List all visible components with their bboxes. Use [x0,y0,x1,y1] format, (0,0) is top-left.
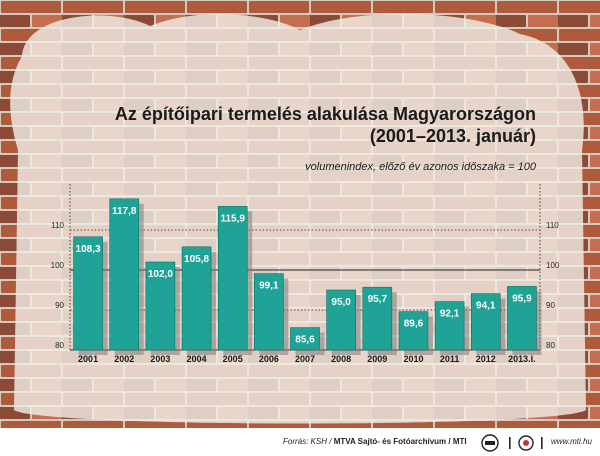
y-axis-left: 80 90 100 110 [51,221,65,350]
value-label-2010: 89,6 [404,319,424,330]
bar-2012 [470,293,501,351]
bar-2002 [109,198,140,351]
x-tick-2006: 2006 [259,354,279,364]
x-tick-2003: 2003 [150,354,170,364]
mtva-logo-icon [481,434,499,452]
y-tick-right-90: 90 [546,301,555,310]
x-tick-2002: 2002 [114,354,134,364]
bar-2007 [290,327,320,351]
x-tick-2005: 2005 [223,354,243,364]
bar-2009 [362,286,393,351]
value-label-2006: 99,1 [259,281,279,292]
x-tick-2001: 2001 [78,354,98,364]
chart-subtitle: volumenindex, előző év azonos időszaka =… [305,161,537,173]
mti-logo-icon [509,435,543,451]
bar-2008 [326,289,356,351]
source-text: Forrás: KSH / MTVA Sajtó- és Fotóarchívu… [283,437,467,446]
y-tick-right-110: 110 [546,221,559,230]
value-label-2003: 102,0 [148,269,173,280]
value-label-2005: 115,9 [220,213,245,224]
y-tick-left-90: 90 [55,301,64,310]
bar-2010 [398,311,429,351]
value-label-2008: 95,0 [331,297,351,308]
source-bold: MTVA Sajtó- és Fotóarchívum / MTI [333,437,467,446]
footer: Forrás: KSH / MTVA Sajtó- és Fotóarchívu… [0,428,600,456]
source-prefix: Forrás: KSH / [283,437,332,446]
x-axis: 2001 2002 2003 2004 2005 2006 2007 2008 2009 2010… [78,354,536,364]
y-axis-right: 80 90 100 110 [546,221,560,350]
chart-svg: Az építőipari termelés alakulása Magyaro… [0,0,600,428]
x-tick-2012: 2012 [476,354,496,364]
y-tick-left-100: 100 [51,261,65,270]
bar-2006 [254,273,284,351]
x-tick-2009: 2009 [367,354,387,364]
value-label-2011: 92,1 [440,309,460,320]
value-label-2009: 95,7 [368,294,388,305]
value-label-2013.I.: 95,9 [512,293,532,304]
x-tick-2008: 2008 [331,354,351,364]
value-label-2004: 105,8 [184,254,209,265]
chart-title-line1: Az építőipari termelés alakulása Magyaro… [115,104,536,124]
chart-title-line2: (2001–2013. január) [370,126,536,146]
bar-2004 [181,246,212,351]
y-tick-right-100: 100 [546,261,560,270]
y-tick-left-110: 110 [51,221,64,230]
value-label-2001: 108,3 [76,244,101,255]
x-tick-2007: 2007 [295,354,315,364]
bar-2003 [145,261,176,351]
value-label-2012: 94,1 [476,301,496,312]
value-label-2007: 85,6 [295,335,315,346]
x-tick-2004: 2004 [187,354,207,364]
bar-2011 [434,301,465,351]
bar-2005 [217,206,248,351]
y-tick-right-80: 80 [546,341,555,350]
bars-group: 108,3 117,8 102,0 105,8 115,9 99,1 85,6 95,0 95,… [73,198,542,355]
x-tick-2013.I.: 2013.I. [508,354,536,364]
value-label-2002: 117,8 [112,206,137,217]
bar-2013.I. [507,286,537,351]
x-tick-2011: 2011 [440,354,460,364]
website-url: www.mti.hu [551,437,592,446]
x-tick-2010: 2010 [403,354,423,364]
y-tick-left-80: 80 [55,341,64,350]
bar-2001 [73,236,103,351]
